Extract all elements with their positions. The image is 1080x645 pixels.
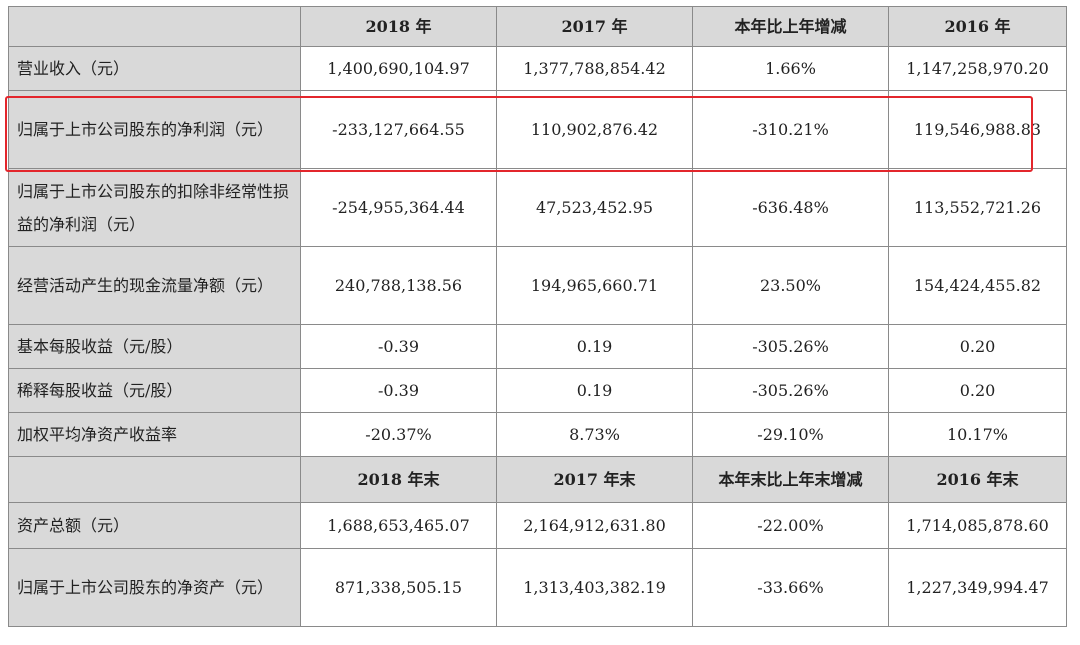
row-label: 加权平均净资产收益率 (8, 412, 301, 457)
cell: 1,400,690,104.97 (300, 46, 497, 91)
cell: -636.48% (692, 168, 889, 247)
header-corner-cell (8, 6, 301, 47)
table-row-diluted-eps: 稀释每股收益（元/股） -0.39 0.19 -305.26% 0.20 (8, 368, 1067, 413)
table-row-total-assets: 资产总额（元） 1,688,653,465.07 2,164,912,631.8… (8, 502, 1067, 549)
cell: 110,902,876.42 (496, 90, 693, 169)
cell: 0.20 (888, 368, 1067, 413)
financial-summary-table: 2018 年 2017 年 本年比上年增减 2016 年 营业收入（元） 1,4… (8, 6, 1067, 627)
cell: 1,377,788,854.42 (496, 46, 693, 91)
cell: 1,714,085,878.60 (888, 502, 1067, 549)
header-col-change-end: 本年末比上年末增减 (692, 456, 889, 503)
table-row-basic-eps: 基本每股收益（元/股） -0.39 0.19 -305.26% 0.20 (8, 324, 1067, 369)
cell: -305.26% (692, 368, 889, 413)
cell: 119,546,988.83 (888, 90, 1067, 169)
header-col-change: 本年比上年增减 (692, 6, 889, 47)
row-label: 稀释每股收益（元/股） (8, 368, 301, 413)
row-label: 归属于上市公司股东的净资产（元） (8, 548, 301, 627)
cell: -29.10% (692, 412, 889, 457)
row-label: 经营活动产生的现金流量净额（元） (8, 246, 301, 325)
row-label: 归属于上市公司股东的扣除非经常性损益的净利润（元） (8, 168, 301, 247)
cell: 23.50% (692, 246, 889, 325)
cell: 240,788,138.56 (300, 246, 497, 325)
row-label: 营业收入（元） (8, 46, 301, 91)
header-row-year-end: 2018 年末 2017 年末 本年末比上年末增减 2016 年末 (8, 456, 1067, 503)
row-label: 资产总额（元） (8, 502, 301, 549)
header-corner-cell (8, 456, 301, 503)
cell: -305.26% (692, 324, 889, 369)
row-label: 归属于上市公司股东的净利润（元） (8, 90, 301, 169)
cell: 47,523,452.95 (496, 168, 693, 247)
cell: 8.73% (496, 412, 693, 457)
table-row-net-profit-excl: 归属于上市公司股东的扣除非经常性损益的净利润（元） -254,955,364.4… (8, 168, 1067, 247)
cell: 871,338,505.15 (300, 548, 497, 627)
row-label: 基本每股收益（元/股） (8, 324, 301, 369)
cell: 0.20 (888, 324, 1067, 369)
table-row-net-profit: 归属于上市公司股东的净利润（元） -233,127,664.55 110,902… (8, 90, 1067, 169)
cell: -0.39 (300, 324, 497, 369)
cell: 1,147,258,970.20 (888, 46, 1067, 91)
cell: -33.66% (692, 548, 889, 627)
table-row-operating-cash: 经营活动产生的现金流量净额（元） 240,788,138.56 194,965,… (8, 246, 1067, 325)
cell: 1,688,653,465.07 (300, 502, 497, 549)
header-col-2018: 2018 年 (300, 6, 497, 47)
header-row: 2018 年 2017 年 本年比上年增减 2016 年 (8, 6, 1067, 47)
cell: 10.17% (888, 412, 1067, 457)
cell: 1.66% (692, 46, 889, 91)
cell: -254,955,364.44 (300, 168, 497, 247)
cell: -20.37% (300, 412, 497, 457)
header-col-2017-end: 2017 年末 (496, 456, 693, 503)
cell: 2,164,912,631.80 (496, 502, 693, 549)
cell: 0.19 (496, 324, 693, 369)
table-row-revenue: 营业收入（元） 1,400,690,104.97 1,377,788,854.4… (8, 46, 1067, 91)
header-col-2018-end: 2018 年末 (300, 456, 497, 503)
header-col-2016-end: 2016 年末 (888, 456, 1067, 503)
cell: 1,227,349,994.47 (888, 548, 1067, 627)
cell: -0.39 (300, 368, 497, 413)
cell: 1,313,403,382.19 (496, 548, 693, 627)
table-row-roe: 加权平均净资产收益率 -20.37% 8.73% -29.10% 10.17% (8, 412, 1067, 457)
cell: 194,965,660.71 (496, 246, 693, 325)
header-col-2017: 2017 年 (496, 6, 693, 47)
header-col-2016: 2016 年 (888, 6, 1067, 47)
cell: 113,552,721.26 (888, 168, 1067, 247)
cell: -22.00% (692, 502, 889, 549)
cell: -233,127,664.55 (300, 90, 497, 169)
cell: 0.19 (496, 368, 693, 413)
cell: 154,424,455.82 (888, 246, 1067, 325)
cell: -310.21% (692, 90, 889, 169)
table-row-net-assets: 归属于上市公司股东的净资产（元） 871,338,505.15 1,313,40… (8, 548, 1067, 627)
